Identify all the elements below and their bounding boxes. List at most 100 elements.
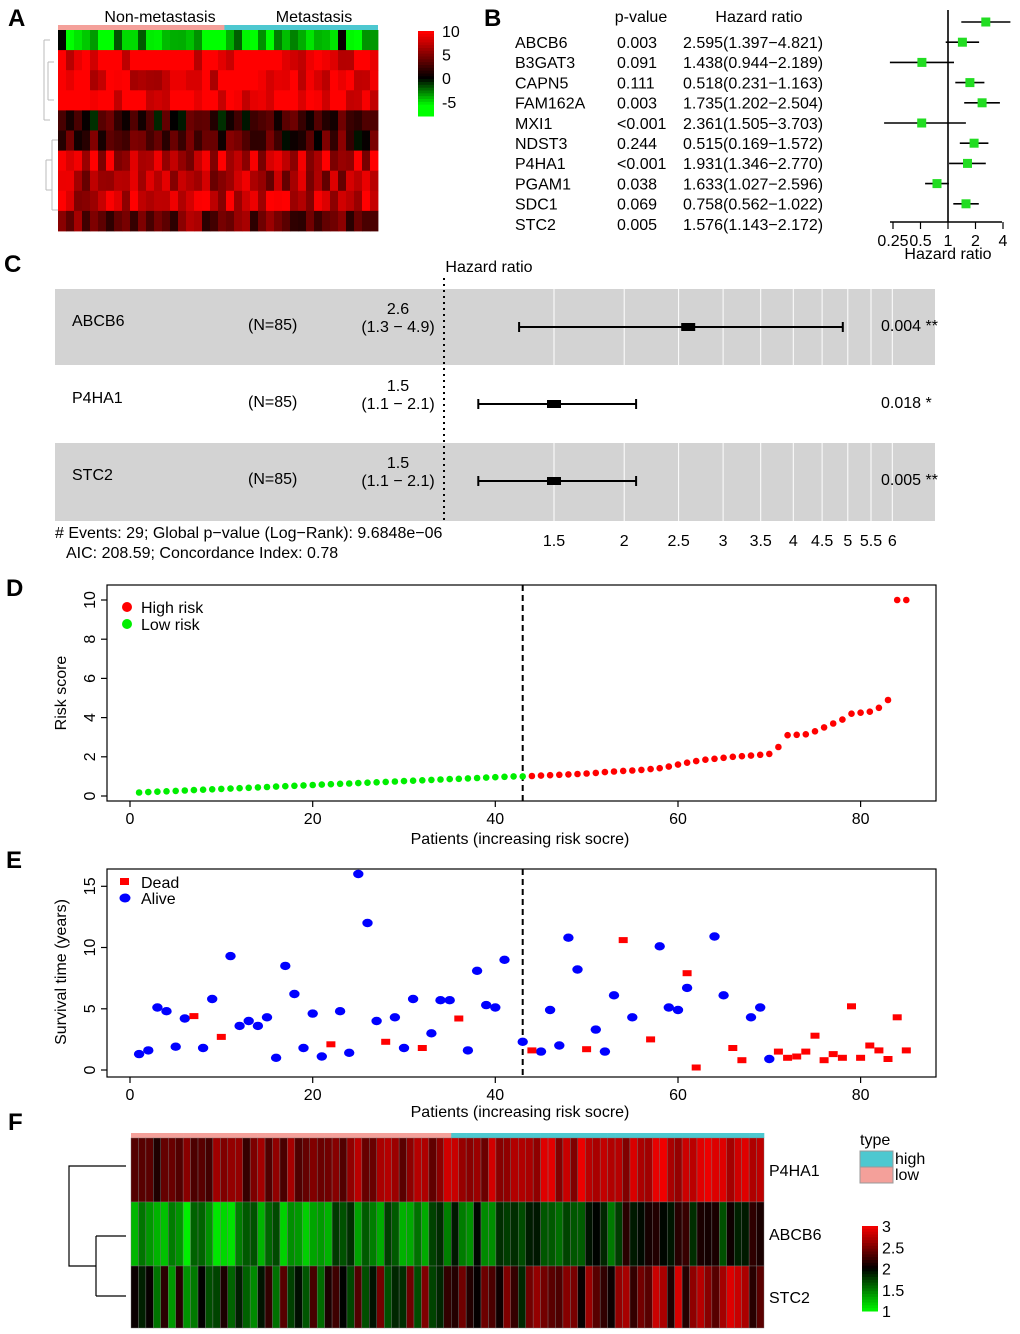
low-risk-point — [154, 788, 161, 795]
heatmap-a-cell — [362, 170, 371, 192]
heatmap-a-cell — [90, 50, 99, 71]
heatmap-f-cell — [287, 1137, 296, 1203]
y-tick-label: 4 — [82, 713, 99, 722]
heatmap-a-cell — [178, 150, 187, 172]
heatmap-f-cell — [607, 1201, 616, 1267]
dead-point — [892, 1014, 902, 1021]
points-d — [135, 596, 910, 796]
forest-b-hr-text: 2.595(1.397−4.821) — [683, 35, 823, 52]
heatmap-a-cell — [266, 50, 275, 71]
heatmap-a-cell — [370, 130, 379, 151]
forest-b-gene: FAM162A — [515, 96, 586, 113]
heatmap-f-cell — [607, 1137, 616, 1203]
heatmap-f-cell — [734, 1265, 742, 1329]
row-dendrogram — [43, 39, 58, 211]
heatmap-a-cell — [122, 110, 131, 131]
heatmap-f-cell — [532, 1201, 541, 1267]
heatmap-f-cell — [302, 1137, 310, 1203]
heatmap-a-cell — [218, 70, 227, 91]
forest-c-pvalue: 0.018 * — [881, 395, 932, 412]
alive-point — [316, 1052, 327, 1061]
high-risk-point — [820, 724, 828, 731]
type-annotation-cell — [205, 1133, 214, 1138]
heatmap-f — [130, 1133, 765, 1329]
forest-c-gene: P4HA1 — [72, 390, 123, 407]
heatmap-f-cell — [272, 1265, 281, 1329]
heatmap-f-cell — [212, 1265, 221, 1329]
heatmap-f-cell — [264, 1137, 273, 1203]
heatmap-a-cell — [290, 190, 299, 212]
heatmap-f-cell — [391, 1265, 400, 1329]
heatmap-f-row-label: STC2 — [769, 1290, 810, 1307]
alive-point — [490, 1003, 501, 1012]
heatmap-f-cell — [339, 1265, 348, 1329]
heatmap-a-cell — [250, 130, 259, 151]
type-annotation-cell — [503, 1133, 512, 1138]
high-risk-point — [893, 596, 901, 604]
heatmap-f-cell — [577, 1201, 586, 1267]
heatmap-a-cell — [210, 150, 219, 172]
heatmap-a-cell — [154, 70, 163, 91]
type-annotation-cell — [607, 1133, 616, 1138]
heatmap-a-cell — [170, 190, 179, 212]
heatmap-f-cell — [354, 1137, 363, 1203]
heatmap-a-cell — [202, 90, 211, 111]
forest-b-gene: MXI1 — [515, 116, 552, 133]
color-scale-a-step — [418, 84, 434, 89]
color-scale-a-step — [418, 73, 434, 77]
heatmap-a-cell — [146, 170, 155, 192]
alive-point — [718, 991, 729, 1000]
heatmap-a-cell — [242, 90, 251, 111]
heatmap-a-cell — [162, 210, 171, 232]
heatmap-f-cell — [294, 1201, 303, 1267]
heatmap-f-cell — [302, 1201, 310, 1267]
alive-point — [627, 1013, 638, 1022]
heatmap-a-cell — [226, 130, 235, 151]
heatmap-a-cell — [202, 210, 211, 232]
heatmap-a-cell — [258, 170, 267, 192]
heatmap-f-cell — [354, 1265, 363, 1329]
type-legend-high-label: high — [895, 1151, 925, 1168]
heatmap-f-cell — [316, 1201, 325, 1267]
type-annotation-cell — [525, 1133, 534, 1138]
heatmap-a-cell — [298, 170, 307, 192]
alive-point — [133, 1049, 145, 1059]
heatmap-a-cell — [138, 90, 147, 111]
color-scale-f-step — [862, 1279, 878, 1284]
forest-b-pvalue: 0.003 — [617, 96, 657, 113]
axes-e: 0 20 40 60 80 0 5 10 15 — [82, 869, 870, 1104]
type-annotation-cell — [265, 1133, 273, 1138]
y-tick-label: 8 — [82, 635, 99, 644]
color-scale-f-step — [862, 1260, 878, 1264]
heatmap-f-cell — [748, 1265, 757, 1329]
color-scale-a-step — [418, 107, 434, 111]
heatmap-f-row-label: ABCB6 — [769, 1227, 822, 1244]
heatmap-a-cell — [290, 170, 299, 192]
heatmap-f-cell — [510, 1265, 519, 1329]
heatmap-f-cell — [309, 1201, 318, 1267]
high-risk-point — [839, 716, 846, 723]
low-risk-point — [437, 776, 444, 783]
low-risk-point — [355, 779, 362, 787]
heatmap-f-cell — [652, 1201, 660, 1267]
heatmap-f-cell — [689, 1137, 698, 1203]
heatmap-f-cell — [458, 1201, 467, 1267]
heatmap-f-cell — [324, 1265, 333, 1329]
forest-c-footer-events: # Events: 29; Global p−value (Log−Rank):… — [55, 525, 442, 542]
type-annotation-cell — [600, 1133, 608, 1138]
low-risk-point — [473, 774, 481, 782]
heatmap-f-cell — [458, 1137, 467, 1203]
type-annotation-cell — [510, 1133, 519, 1138]
heatmap-a-cell — [314, 90, 323, 111]
heatmap-a-cell — [370, 150, 379, 172]
color-scale-a-step — [418, 70, 434, 74]
type-legend-title: type — [860, 1132, 890, 1149]
heatmap-f-cell — [637, 1137, 646, 1203]
heatmap-a-cell — [314, 110, 323, 131]
heatmap-f-cell — [741, 1265, 750, 1329]
heatmap-a-cell — [162, 130, 171, 151]
alive-point — [499, 955, 510, 964]
y-tick-label: 10 — [82, 591, 99, 609]
heatmap-a-cell — [58, 190, 67, 212]
heatmap-a-cell — [266, 150, 275, 172]
